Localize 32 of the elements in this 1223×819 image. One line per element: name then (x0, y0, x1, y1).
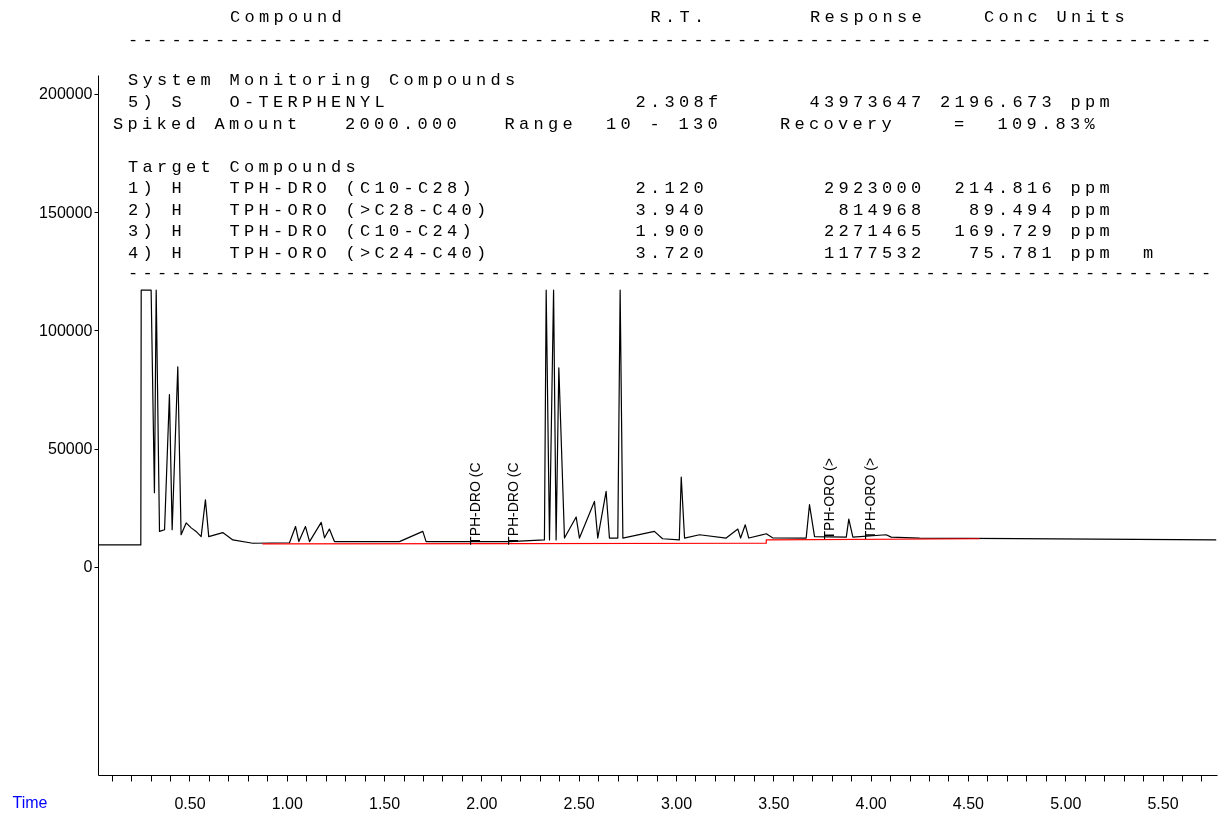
annotation: System Monitoring Compounds (128, 71, 520, 90)
y-tick-label: 200000 (39, 85, 93, 103)
annotation: TPH-DRO (C (466, 462, 483, 545)
x-tick-label: 1.50 (369, 794, 401, 812)
x-tick-label: 4.00 (855, 794, 887, 812)
text: --------------------------------------------------------------------------- (128, 31, 1216, 50)
annotation: TPH-DRO (C (505, 462, 522, 545)
y-tick-label: 100000 (39, 321, 93, 339)
x-tick-label: 2.50 (563, 794, 595, 812)
x-axis-title: Time (12, 793, 48, 811)
x-tick-label: 4.50 (952, 794, 985, 812)
annotation: 2) H TPH-ORO (>C28-C40) 3.940 814968 89.494 ppm (128, 201, 1115, 220)
y-tick-label: 0 (83, 558, 93, 576)
annotation: TPH-ORO (> (820, 458, 837, 540)
x-tick-label: 2.00 (466, 794, 498, 812)
annotation: Spiked Amount 2000.000 Range 10 - 130 Recovery = 109.83% (113, 115, 1100, 134)
annotation: 4) H TPH-ORO (>C24-C40) 3.720 1177532 75.781 ppm m (128, 244, 1158, 263)
x-tick-label: 5.00 (1050, 794, 1082, 812)
annotation: --------------------------------------------------------------------------- (128, 264, 1216, 283)
x-tick-label: 0.50 (174, 794, 206, 812)
x-tick-label: 1.00 (271, 794, 303, 812)
annotation: TPH-ORO (> (861, 457, 878, 540)
y-tick-label: 150000 (39, 203, 93, 221)
annotation: 1) H TPH-DRO (C10-C28) 2.120 2923000 214.816 ppm (128, 179, 1115, 198)
x-tick-label: 3.50 (758, 794, 790, 812)
annotation: Target Compounds (128, 158, 361, 177)
annotation: 3) H TPH-DRO (C10-C24) 1.900 2271465 169.729 ppm (128, 222, 1115, 241)
x-tick-label: 3.00 (660, 794, 693, 812)
text: Compound R.T. Response Conc Units (230, 8, 1130, 27)
y-tick-label: 50000 (48, 440, 93, 458)
x-tick-label: 5.50 (1147, 794, 1179, 812)
annotation: 5) S O-TERPHENYL 2.308f 43973647 2196.673 ppm (128, 93, 1115, 112)
